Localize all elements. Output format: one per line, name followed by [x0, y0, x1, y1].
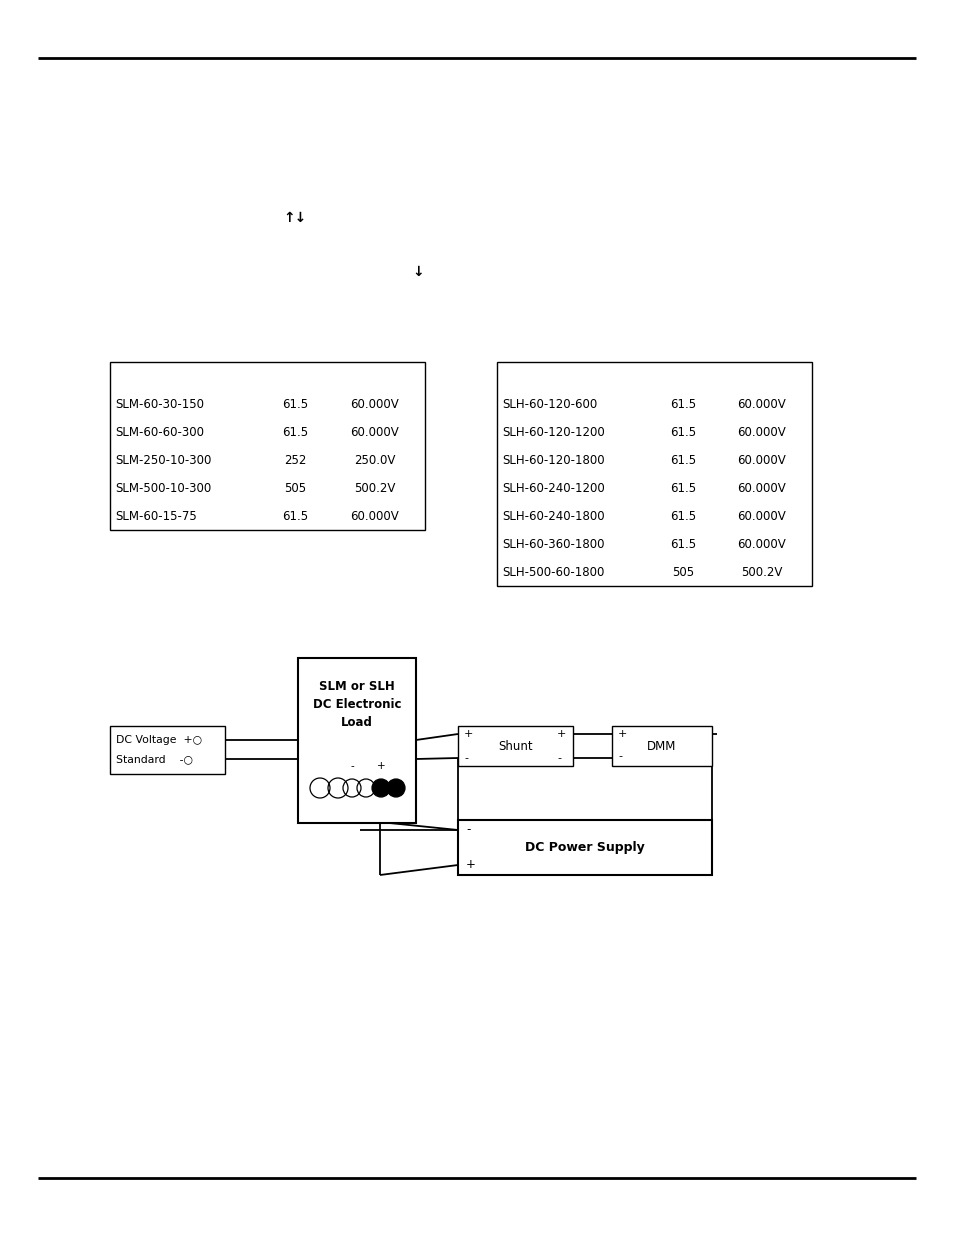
Text: 60.000V: 60.000V	[737, 453, 785, 467]
Text: ↑↓: ↑↓	[283, 211, 306, 225]
Text: 61.5: 61.5	[670, 426, 696, 438]
Circle shape	[387, 779, 405, 797]
Text: DC Power Supply: DC Power Supply	[524, 841, 644, 853]
Bar	[110, 726, 225, 774]
Text: -: -	[557, 753, 560, 763]
Text: 60.000V: 60.000V	[737, 482, 785, 494]
Text: 61.5: 61.5	[670, 398, 696, 410]
Text: -: -	[350, 761, 354, 771]
Text: ↓: ↓	[412, 266, 423, 279]
Text: SLH-500-60-1800: SLH-500-60-1800	[501, 566, 604, 578]
Text: -: -	[465, 824, 470, 836]
Text: SLH-60-120-600: SLH-60-120-600	[501, 398, 597, 410]
Text: +: +	[463, 729, 473, 739]
Text: 61.5: 61.5	[670, 510, 696, 522]
Text: +: +	[465, 858, 476, 872]
Text: 60.000V: 60.000V	[737, 537, 785, 551]
Text: Load: Load	[341, 715, 373, 729]
Text: 61.5: 61.5	[282, 426, 308, 438]
Text: -: -	[618, 751, 621, 761]
Text: 250.0V: 250.0V	[354, 453, 395, 467]
Bar	[297, 658, 416, 823]
Text: SLH-60-120-1800: SLH-60-120-1800	[501, 453, 604, 467]
Text: SLH-60-360-1800: SLH-60-360-1800	[501, 537, 604, 551]
Text: 60.000V: 60.000V	[351, 510, 399, 522]
Bar	[457, 726, 573, 766]
Text: 61.5: 61.5	[282, 398, 308, 410]
Text: Shunt: Shunt	[497, 740, 533, 752]
Text: SLM or SLH: SLM or SLH	[319, 679, 395, 693]
Bar	[612, 726, 711, 766]
Text: 60.000V: 60.000V	[737, 426, 785, 438]
Text: 60.000V: 60.000V	[351, 398, 399, 410]
Text: 61.5: 61.5	[670, 537, 696, 551]
Text: 60.000V: 60.000V	[737, 398, 785, 410]
Bar	[497, 362, 811, 585]
Text: +: +	[557, 729, 566, 739]
Text: SLM-500-10-300: SLM-500-10-300	[115, 482, 211, 494]
Text: SLM-60-15-75: SLM-60-15-75	[115, 510, 196, 522]
Text: 505: 505	[672, 566, 694, 578]
Circle shape	[372, 779, 390, 797]
Text: 60.000V: 60.000V	[351, 426, 399, 438]
Text: Standard    -○: Standard -○	[116, 755, 193, 764]
Text: SLM-250-10-300: SLM-250-10-300	[115, 453, 212, 467]
Text: 500.2V: 500.2V	[740, 566, 781, 578]
Text: 500.2V: 500.2V	[354, 482, 395, 494]
Text: +: +	[376, 761, 385, 771]
Text: 60.000V: 60.000V	[737, 510, 785, 522]
Text: -: -	[463, 753, 468, 763]
Text: 61.5: 61.5	[670, 482, 696, 494]
Text: 505: 505	[284, 482, 306, 494]
Text: DC Voltage  +○: DC Voltage +○	[116, 735, 202, 745]
Text: SLM-60-30-150: SLM-60-30-150	[115, 398, 204, 410]
Text: SLH-60-120-1200: SLH-60-120-1200	[501, 426, 604, 438]
Text: SLM-60-60-300: SLM-60-60-300	[115, 426, 204, 438]
Text: DC Electronic: DC Electronic	[313, 698, 401, 710]
Text: 252: 252	[283, 453, 306, 467]
Text: 61.5: 61.5	[670, 453, 696, 467]
Bar	[110, 362, 424, 530]
Text: SLH-60-240-1200: SLH-60-240-1200	[501, 482, 604, 494]
Text: 61.5: 61.5	[282, 510, 308, 522]
Bar	[457, 820, 711, 876]
Text: DMM: DMM	[647, 740, 676, 752]
Text: +: +	[618, 729, 627, 739]
Text: SLH-60-240-1800: SLH-60-240-1800	[501, 510, 604, 522]
